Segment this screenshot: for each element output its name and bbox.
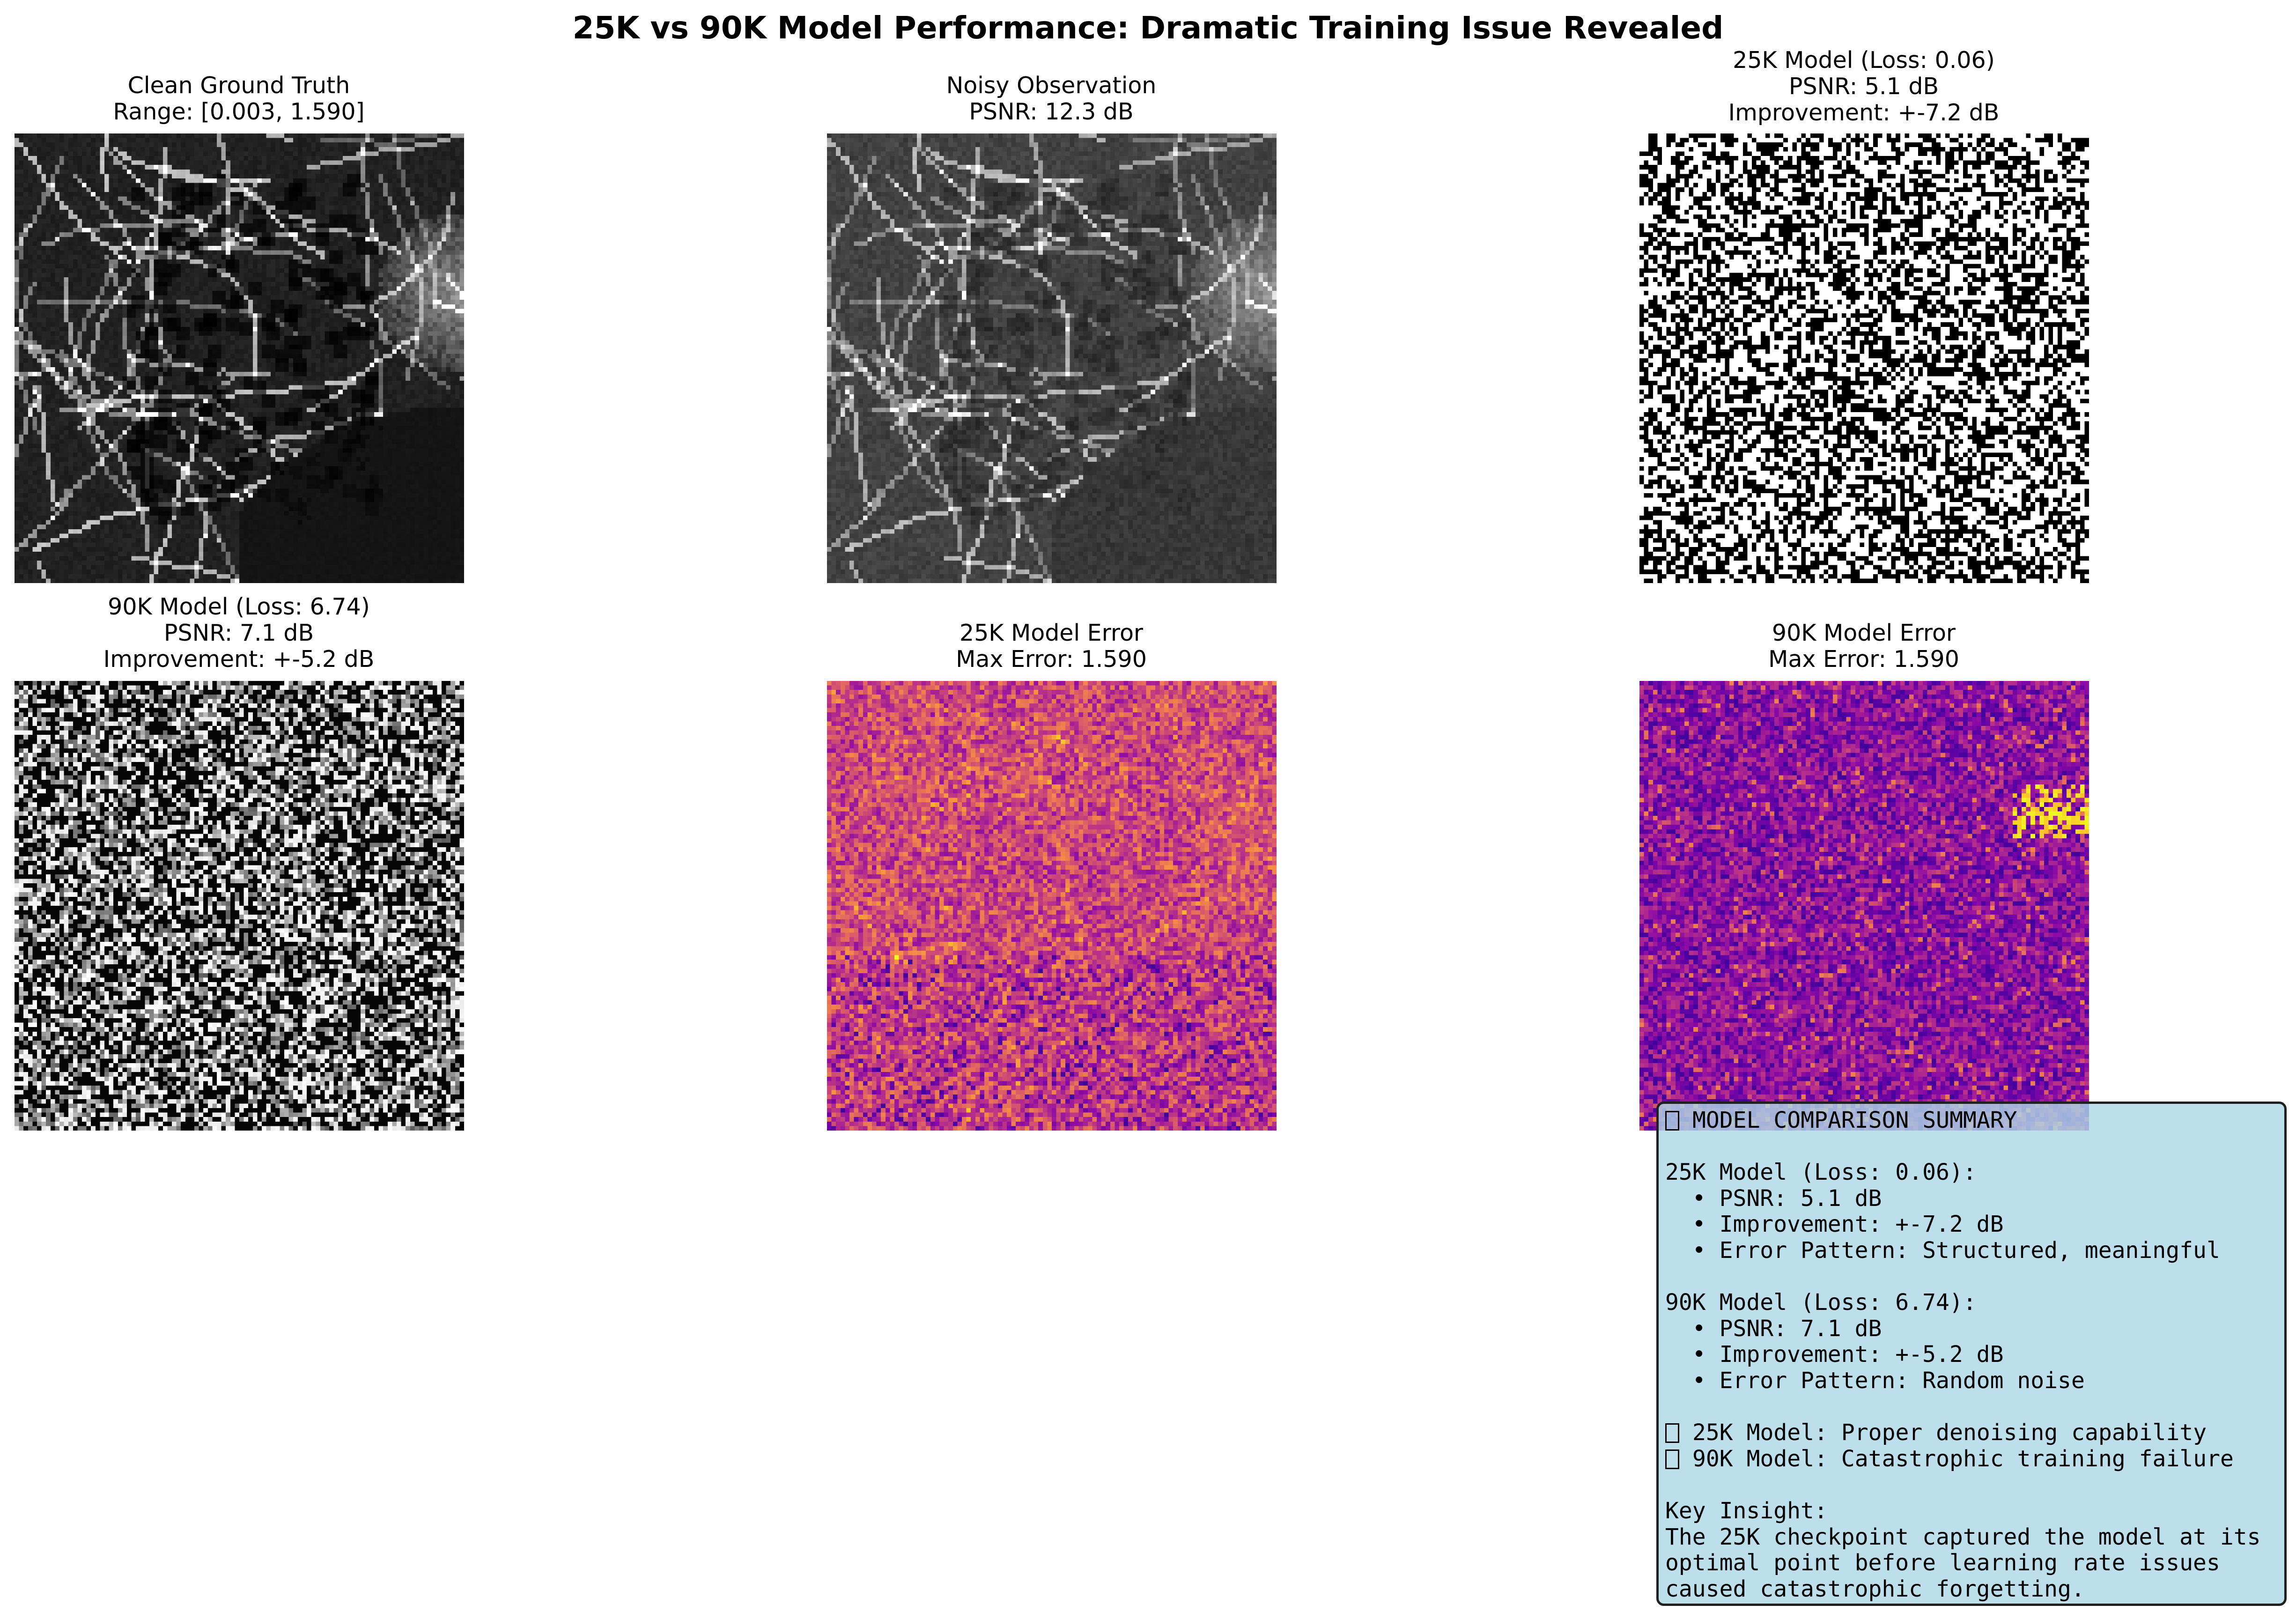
- summary-90k-psnr: • PSNR: 7.1 dB: [1665, 1315, 1882, 1342]
- panel-title-90k-error: 90K Model Error Max Error: 1.590: [1606, 620, 2121, 673]
- panel-title-25k: 25K Model (Loss: 0.06) PSNR: 5.1 dB Impr…: [1606, 47, 2121, 126]
- panel-title-line: 25K Model Error: [959, 620, 1144, 646]
- summary-spacer: [1665, 1472, 2284, 1498]
- summary-insight-line: optimal point before learning rate issue…: [1665, 1550, 2220, 1576]
- figure-title: 25K vs 90K Model Performance: Dramatic T…: [572, 10, 1724, 46]
- panel-title-line: Noisy Observation: [946, 72, 1157, 99]
- panel-title-line: Improvement: +-7.2 dB: [1728, 99, 2000, 126]
- summary-spacer: [1665, 1134, 2284, 1160]
- summary-verdict-25k: 25K Model: Proper denoising capability: [1692, 1420, 2207, 1446]
- panel-title-line: Max Error: 1.590: [956, 646, 1147, 673]
- summary-25k-title: 25K Model (Loss: 0.06):: [1665, 1159, 1977, 1186]
- panel-title-line: PSNR: 7.1 dB: [163, 620, 314, 646]
- summary-verdict-25k-line: 25K Model: Proper denoising capability: [1665, 1420, 2284, 1446]
- missing-glyph-icon: [1665, 1111, 1679, 1131]
- panel-title-noisy: Noisy Observation PSNR: 12.3 dB: [794, 73, 1309, 125]
- panel-title-line: Improvement: +-5.2 dB: [103, 646, 375, 673]
- summary-25k-pattern: • Error Pattern: Structured, meaningful: [1665, 1237, 2220, 1264]
- summary-90k-title: 90K Model (Loss: 6.74):: [1665, 1289, 1977, 1316]
- missing-glyph-icon: [1665, 1423, 1679, 1443]
- panel-title-line: Clean Ground Truth: [127, 72, 350, 99]
- summary-90k-improvement: • Improvement: +-5.2 dB: [1665, 1341, 2004, 1368]
- panel-title-clean: Clean Ground Truth Range: [0.003, 1.590]: [0, 73, 496, 125]
- image-panel-90k-error: [1639, 681, 2089, 1131]
- image-panel-25k-error: [827, 681, 1277, 1131]
- summary-90k-pattern: • Error Pattern: Random noise: [1665, 1367, 2085, 1394]
- panel-title-line: Max Error: 1.590: [1768, 646, 1959, 673]
- summary-spacer: [1665, 1264, 2284, 1290]
- missing-glyph-icon: [1665, 1449, 1679, 1469]
- image-panel-clean: [15, 133, 464, 583]
- image-panel-noisy: [827, 133, 1277, 583]
- panel-title-line: 90K Model (Loss: 6.74): [108, 593, 370, 620]
- panel-title-line: 25K Model (Loss: 0.06): [1733, 47, 1995, 74]
- panel-title-line: PSNR: 5.1 dB: [1788, 73, 1939, 100]
- summary-insight-line: caused catastrophic forgetting.: [1665, 1575, 2085, 1602]
- summary-25k-improvement: • Improvement: +-7.2 dB: [1665, 1211, 2004, 1238]
- panel-title-line: Range: [0.003, 1.590]: [113, 98, 365, 125]
- panel-title-line: 90K Model Error: [1772, 620, 1956, 646]
- summary-header: MODEL COMPARISON SUMMARY: [1692, 1107, 2017, 1133]
- summary-25k-psnr: • PSNR: 5.1 dB: [1665, 1185, 1882, 1212]
- summary-verdict-90k: 90K Model: Catastrophic training failure: [1692, 1445, 2234, 1472]
- panel-title-line: PSNR: 12.3 dB: [969, 98, 1134, 125]
- summary-verdict-90k-line: 90K Model: Catastrophic training failure: [1665, 1446, 2284, 1472]
- panel-title-90k: 90K Model (Loss: 6.74) PSNR: 7.1 dB Impr…: [0, 594, 496, 673]
- summary-insight-title: Key Insight:: [1665, 1497, 1828, 1524]
- summary-box: MODEL COMPARISON SUMMARY 25K Model (Loss…: [1656, 1102, 2287, 1606]
- image-panel-25k-output: [1639, 133, 2089, 583]
- panel-title-25k-error: 25K Model Error Max Error: 1.590: [794, 620, 1309, 673]
- image-panel-90k-output: [15, 681, 464, 1131]
- summary-header-line: MODEL COMPARISON SUMMARY: [1665, 1107, 2284, 1134]
- summary-spacer: [1665, 1394, 2284, 1420]
- summary-insight-line: The 25K checkpoint captured the model at…: [1665, 1523, 2261, 1550]
